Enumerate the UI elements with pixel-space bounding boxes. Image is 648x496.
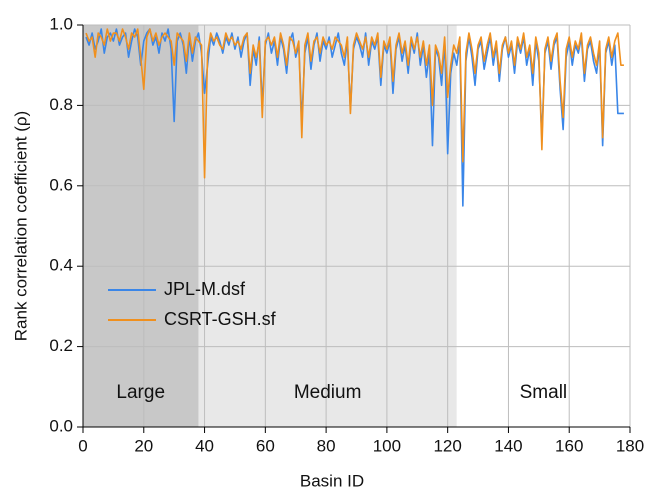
y-tick-label: 0.6 xyxy=(49,175,73,194)
series-line xyxy=(85,28,624,179)
y-tick-label: 0.4 xyxy=(49,256,73,275)
x-tick-label: 160 xyxy=(555,436,583,455)
y-tick-label: 0.2 xyxy=(49,336,73,355)
legend-label: JPL-M.dsf xyxy=(164,279,246,299)
x-axis-label: Basin ID xyxy=(300,471,364,490)
legend-label: CSRT-GSH.sf xyxy=(164,309,277,329)
x-tick-label: 180 xyxy=(616,436,644,455)
x-tick-label: 20 xyxy=(134,436,153,455)
y-tick-label: 0.0 xyxy=(49,416,73,435)
x-tick-label: 120 xyxy=(433,436,461,455)
region-label: Large xyxy=(116,382,165,403)
y-tick-label: 1.0 xyxy=(49,14,73,33)
y-tick-label: 0.8 xyxy=(49,95,73,114)
x-tick-label: 100 xyxy=(373,436,401,455)
x-tick-label: 80 xyxy=(317,436,336,455)
x-tick-label: 140 xyxy=(494,436,522,455)
x-tick-label: 60 xyxy=(256,436,275,455)
x-tick-label: 0 xyxy=(78,436,87,455)
region-label: Medium xyxy=(294,382,362,403)
region xyxy=(83,25,199,427)
x-tick-label: 40 xyxy=(195,436,214,455)
region xyxy=(198,25,457,427)
region-label: Small xyxy=(520,382,568,403)
y-axis-label: Rank correlation coefficient (ρ) xyxy=(11,111,30,341)
